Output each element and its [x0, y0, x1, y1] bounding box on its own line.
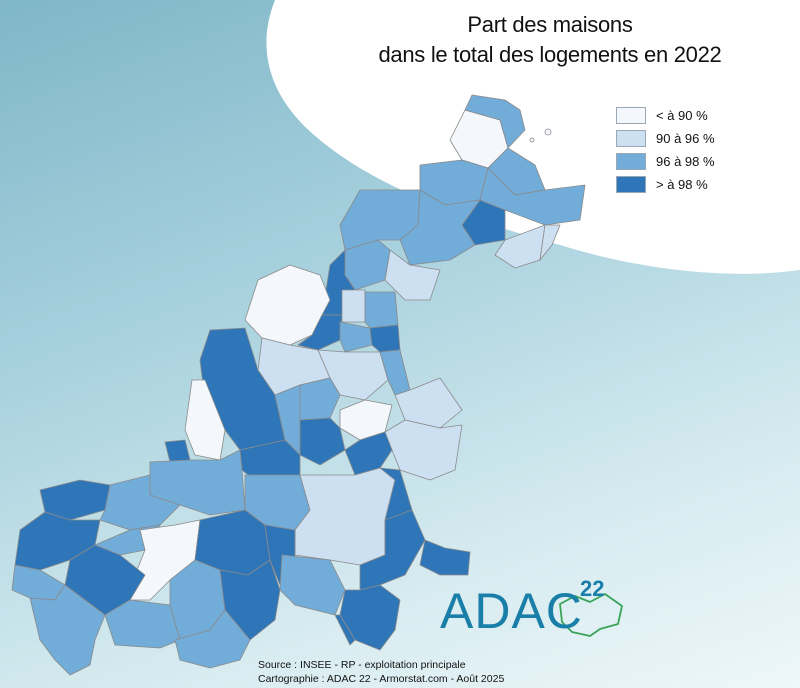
commune-sw-7[interactable] — [294, 467, 396, 566]
legend-item: 90 à 96 % — [616, 127, 715, 150]
legend-item: 96 à 98 % — [616, 150, 715, 173]
commune-mid-4[interactable] — [339, 321, 373, 353]
commune-w-2[interactable] — [164, 439, 191, 463]
commune-north-b[interactable] — [464, 94, 526, 149]
title-panel — [266, 0, 800, 274]
commune-mid-2[interactable] — [341, 289, 366, 323]
legend-item: > à 98 % — [616, 173, 715, 196]
commune-sw-16[interactable] — [174, 609, 251, 669]
legend-label: < à 90 % — [656, 108, 708, 123]
commune-sw-white[interactable] — [129, 519, 201, 601]
legend-label: 90 à 96 % — [656, 131, 715, 146]
commune-sw-12[interactable] — [29, 584, 106, 676]
legend-label: > à 98 % — [656, 177, 708, 192]
map-title-line2: dans le total des logements en 2022 — [378, 42, 722, 67]
source-line1: Source : INSEE - RP - exploitation princ… — [258, 659, 466, 671]
island-2 — [529, 137, 535, 143]
legend-label: 96 à 98 % — [656, 154, 715, 169]
commune-c-1[interactable] — [299, 417, 346, 466]
island-1 — [544, 128, 552, 136]
map-title: Part des maisons dans le total des logem… — [330, 10, 770, 70]
legend-item: < à 90 % — [616, 104, 715, 127]
logo-outline-icon — [559, 593, 623, 637]
commune-sw-11[interactable] — [11, 564, 66, 601]
map-title-line1: Part des maisons — [467, 12, 633, 37]
commune-se-1[interactable] — [419, 539, 471, 576]
map-legend: < à 90 % 90 à 96 % 96 à 98 % > à 98 % — [616, 104, 715, 196]
legend-swatch — [616, 176, 646, 193]
commune-mid-3[interactable] — [364, 291, 399, 329]
commune-ne-2[interactable] — [399, 189, 481, 266]
commune-north-g[interactable] — [494, 224, 546, 269]
adac-logo: ADAC 22 — [440, 574, 630, 640]
logo-text: ADAC — [440, 583, 583, 639]
commune-sw-18[interactable] — [279, 554, 346, 616]
source-note: Source : INSEE - RP - exploitation princ… — [258, 658, 504, 686]
logo-superscript: 22 — [580, 576, 605, 601]
commune-mid-5[interactable] — [369, 324, 401, 353]
legend-swatch — [616, 107, 646, 124]
legend-swatch — [616, 153, 646, 170]
source-line2: Cartographie : ADAC 22 - Armorstat.com -… — [258, 673, 505, 685]
commune-east-2[interactable] — [384, 419, 463, 481]
legend-swatch — [616, 130, 646, 147]
commune-s-2[interactable] — [334, 614, 356, 646]
commune-north-h[interactable] — [539, 224, 561, 261]
